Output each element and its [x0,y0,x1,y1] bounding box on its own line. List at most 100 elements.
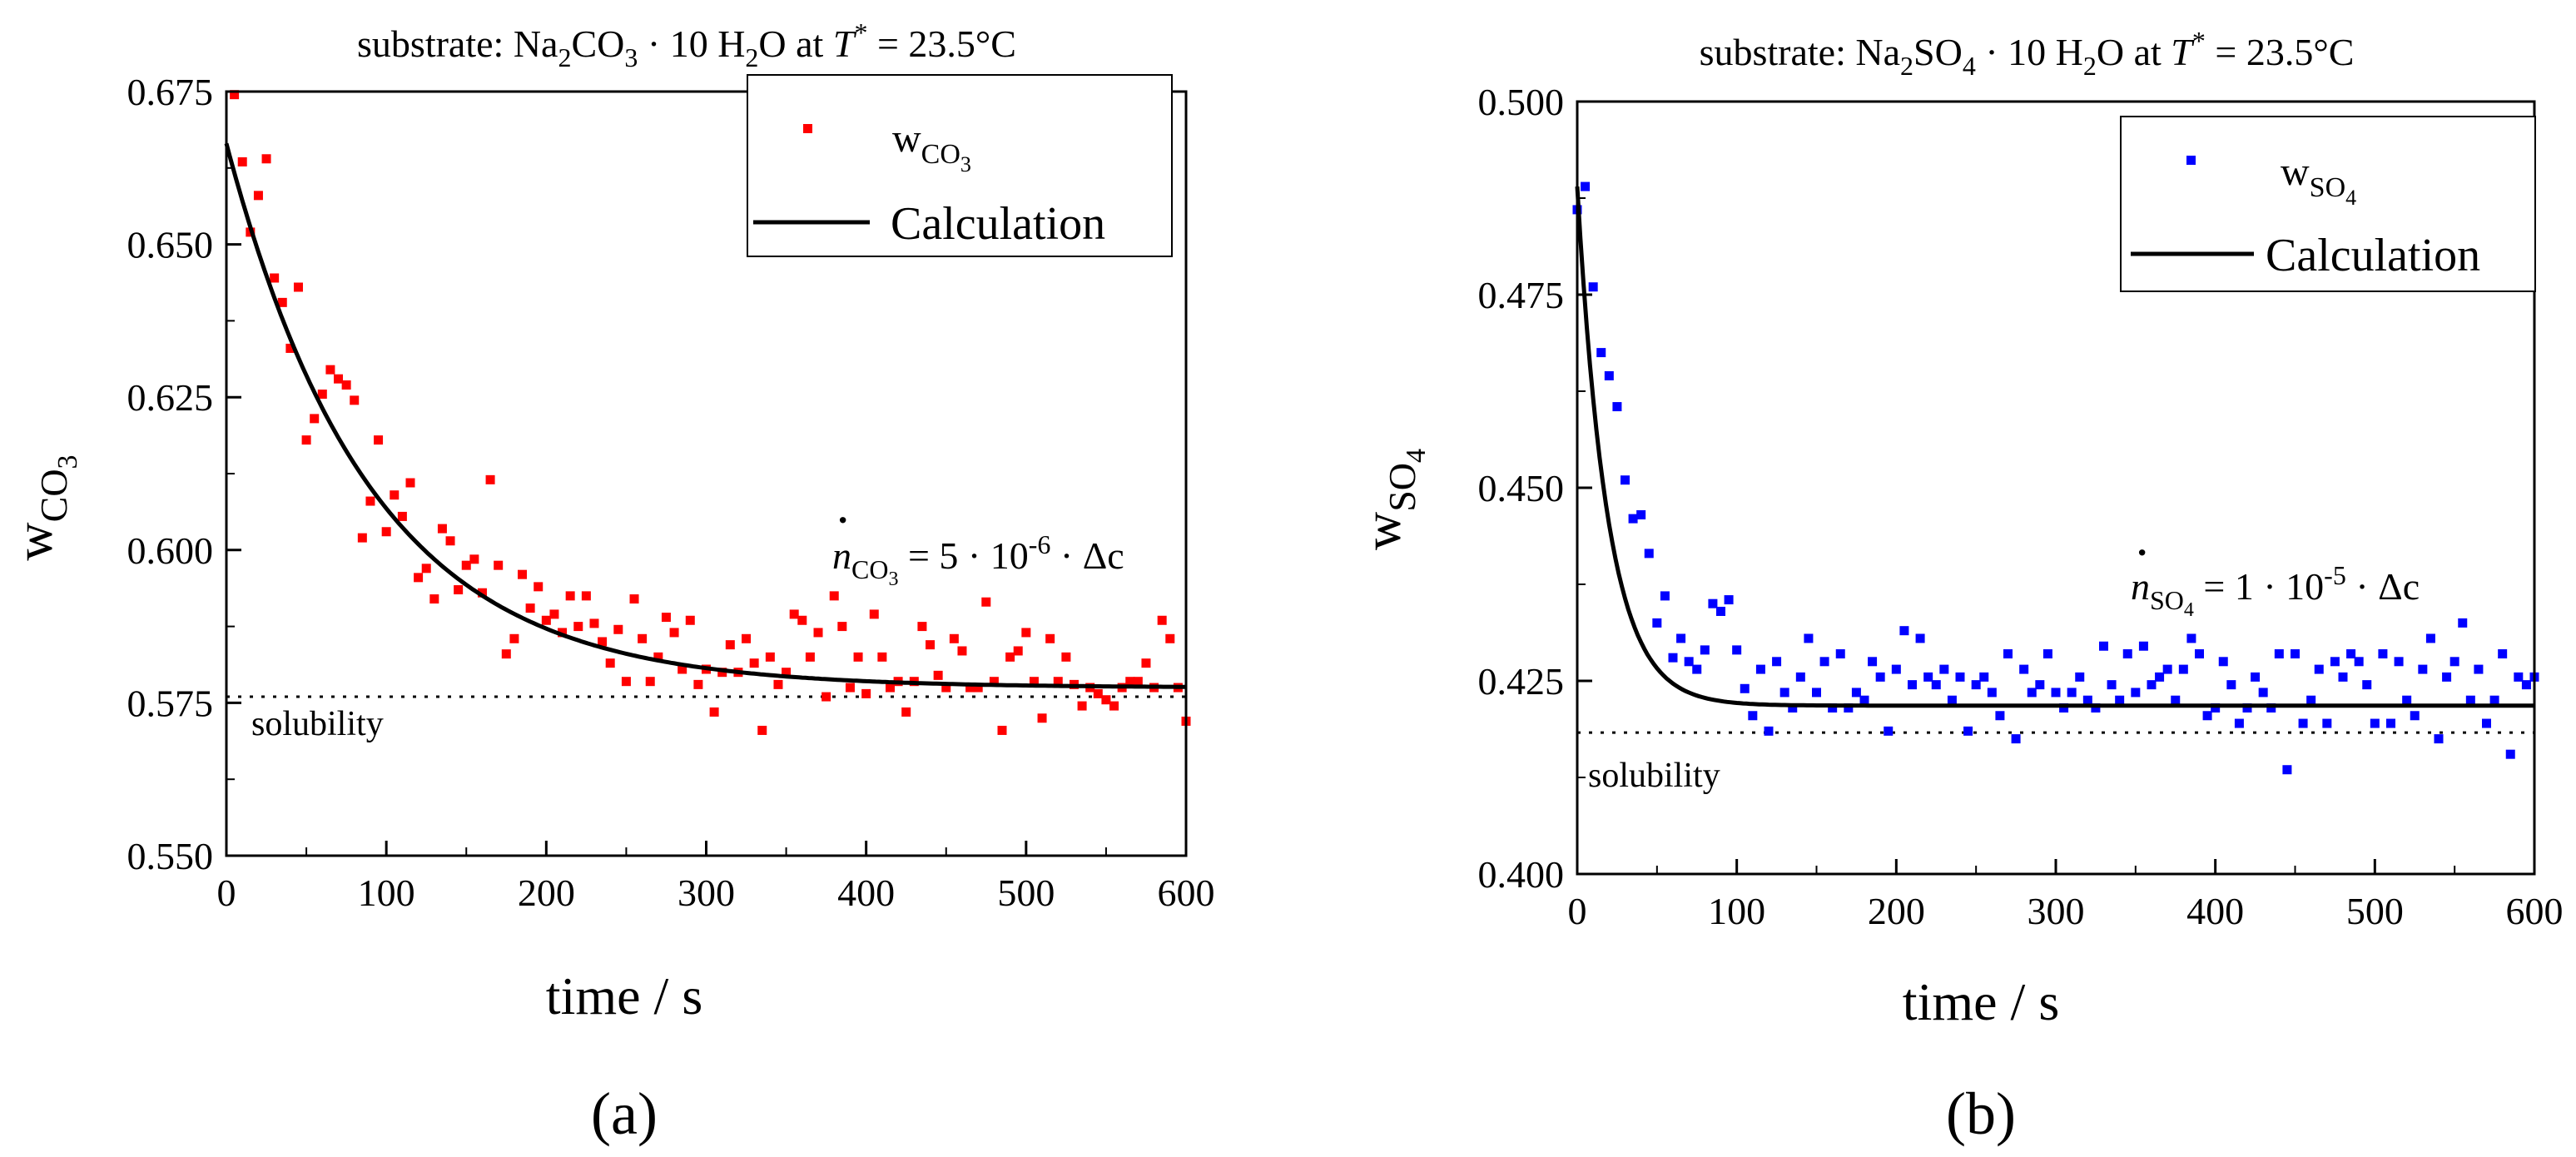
panel-b-data-point [1939,664,1949,674]
panel-b-label: (b) [1946,1080,2016,1147]
panel-a-data-point [230,90,240,100]
panel-a-data-point [1013,646,1023,656]
panel-a-data-point [1109,701,1119,711]
panel-b-data-point [2211,703,2221,713]
panel-a-data-point [1141,658,1151,668]
panel-b-data-point [1668,653,1678,663]
panel-a-data-point [949,633,959,643]
panel-a-data-point [757,725,767,735]
panel-b-data-point [1788,703,1798,713]
panel-a-data-point [390,490,400,500]
panel-b-data-point [1987,688,1997,698]
panel-a-legend-marker [803,124,812,133]
panel-a-data-point [797,615,807,625]
panel-b-data-point [2131,688,2141,698]
panel-b-data-point [2291,649,2300,659]
panel-b-data-point [1708,598,1718,608]
panel-b-data-point [1947,695,1957,705]
panel-b-data-point [2162,664,2172,674]
panel-a-data-point [445,536,455,546]
panel-a-data-point [1037,713,1047,723]
panel-b-plot-frame [1576,100,2536,876]
panel-b-data-point [2314,664,2324,674]
panel-a-x-tick-label: 500 [997,871,1055,914]
panel-a-data-point [965,683,975,693]
panel-a-data-point [261,154,271,164]
panel-a-data-point [709,707,719,717]
panel-a-data-point [277,297,287,307]
panel-b-y-tick-label: 0.450 [1478,467,1565,509]
panel-b-data-point [2434,734,2444,744]
panel-a-data-point [629,594,639,604]
panel-a-data-point [941,683,951,693]
panel-b-data-point [1621,475,1630,485]
panel-b-data-point [2274,649,2284,659]
panel-a-legend: wCO3 Calculation [747,74,1173,257]
panel-a-data-point [653,652,663,662]
panel-a-data-point [270,273,280,283]
panel-a-data-point [638,633,648,643]
panel-a-data-point [973,683,983,693]
panel-a-data-point [613,624,623,634]
panel-b-data-point [2338,672,2348,682]
panel-a-data-point [742,633,752,643]
panel-b-data-point [1868,657,1878,667]
panel-a-data-point [805,652,815,662]
panel-a-y-axis-label: wCO3 [4,454,83,560]
panel-a-data-point [253,191,263,201]
panel-a-x-axis-label: time / s [546,966,702,1025]
panel-a-data-point [1157,615,1167,625]
panel-a-x-tick-label: 600 [1158,871,1215,914]
panel-a-data-point [901,707,911,717]
panel-a-data-point [317,390,327,400]
panel-b-data-point [2418,664,2428,674]
panel-a-data-point [669,628,679,638]
panel-a-data-point [573,622,583,632]
panel-b-y-tick-label: 0.500 [1478,81,1565,123]
panel-b-data-point [1851,688,1861,698]
panel-b-data-point [1884,726,1894,736]
panel-a-data-point [981,597,991,607]
panel-b-data-point [2514,672,2524,682]
panel-a-data-point [678,664,687,674]
panel-b-data-point [1995,711,2005,721]
panel-a-solubility-label: solubility [251,705,384,743]
panel-b-legend-series-label: wSO4 [2281,150,2356,210]
panel-b-legend-marker [2186,156,2196,165]
panel-b-data-point [1612,402,1622,412]
panel-a-data-point [461,560,471,570]
panel-a-data-point [661,613,671,623]
panel-b-data-point [1955,672,1965,682]
panel-a-data-point [397,511,407,521]
panel-a-data-point [469,554,479,564]
panel-b-data-point [1828,703,1838,713]
panel-a-data-point [645,677,655,687]
panel-a-tick-labels: 0 100 200 300 400 500 600 0.550 0.575 0.600 0.625 0… [127,71,1215,914]
panel-b-x-tick-label: 300 [2028,890,2085,932]
panel-a-data-point [917,622,927,632]
panel-b-data-point [2003,649,2013,659]
panel-a-data-point [365,496,375,506]
panel-b-data-point [2458,618,2468,628]
panel-a-data-point [926,640,936,650]
panel-a-data-point [381,527,391,537]
panel-b-data-point [2346,649,2356,659]
panel-b-data-point [1660,591,1670,601]
panel-a-data-point [1029,677,1039,687]
panel-a-data-point [957,646,967,656]
panel-b-data-point [2202,711,2212,721]
panel-b-x-tick-label: 500 [2346,890,2404,932]
panel-a-data-point [237,156,247,166]
panel-b-data-point [1724,595,1734,605]
panel-b-data-point [2035,680,2045,690]
panel-b-data-point [2011,734,2021,744]
panel-b-data-point [2226,680,2236,690]
panel-a-data-point [621,677,631,687]
panel-a-data-point [374,435,384,445]
panel-b-data-point [2425,633,2435,643]
panel-b-data-point [2306,695,2316,705]
panel-b-calculation-curve [1575,186,2534,708]
panel-a-data-point [1021,628,1031,638]
panel-a-data-point [494,560,504,570]
panel-b-data-point [2489,695,2499,705]
